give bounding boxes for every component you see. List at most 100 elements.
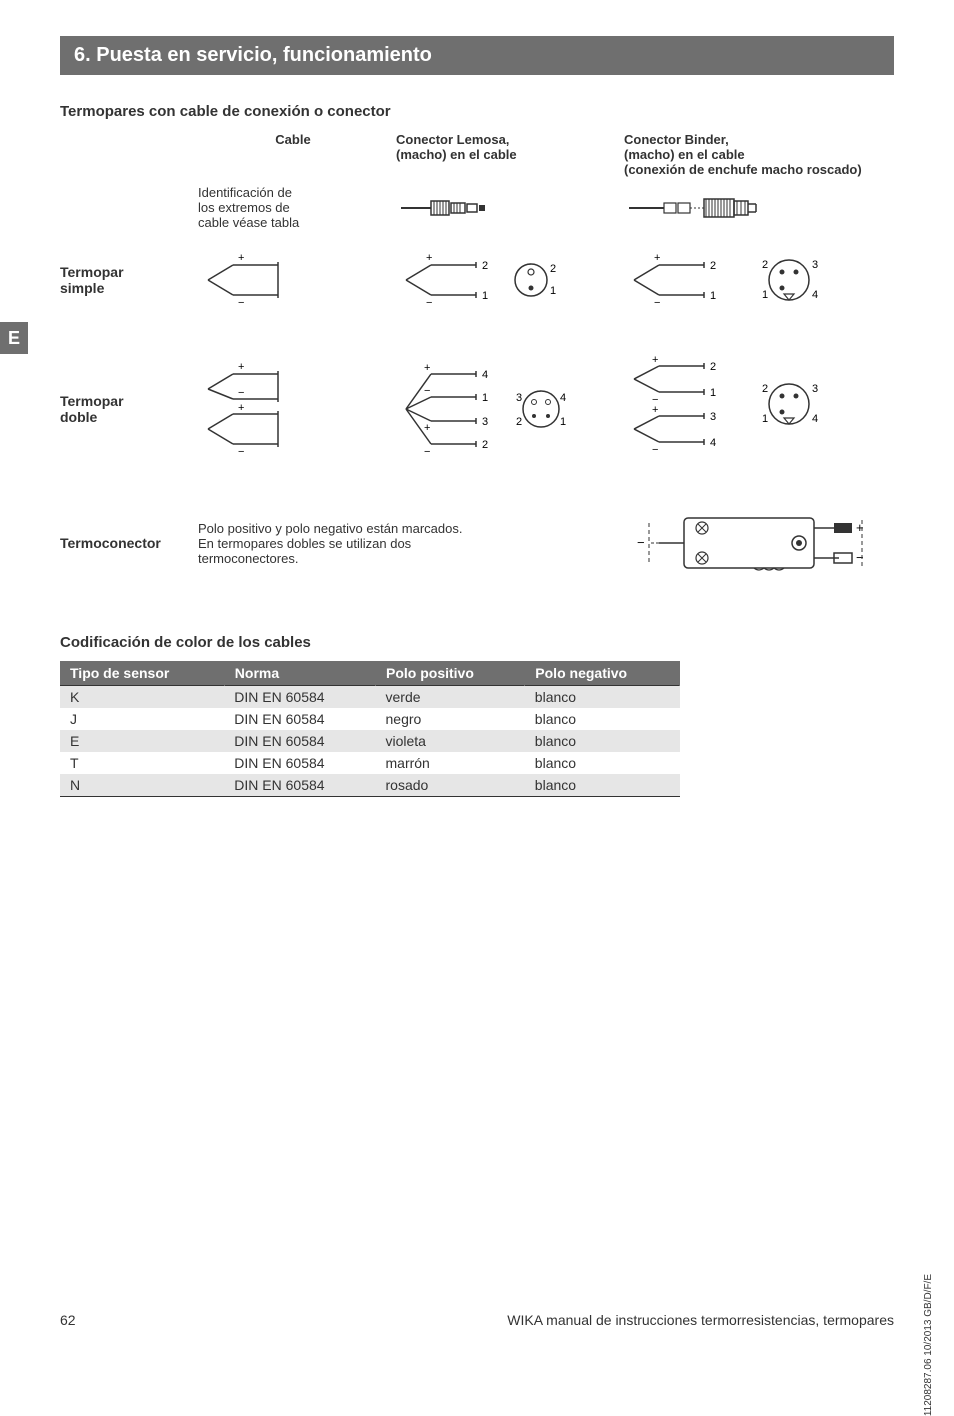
simple-cable-diagram: + − (198, 250, 388, 310)
svg-text:−: − (652, 444, 658, 456)
cell-tipo: T (60, 752, 224, 774)
svg-text:1: 1 (762, 289, 768, 301)
th-tipo: Tipo de sensor (60, 661, 224, 686)
: + − + − 2 1 3 4 2 3 1 4 (624, 354, 894, 464)
cable-note-l2: los extremos de (198, 200, 388, 215)
svg-text:4: 4 (482, 369, 488, 381)
cell-neg: blanco (525, 774, 680, 797)
svg-text:+: + (652, 404, 658, 416)
document-id-side: 11208287.06 10/2013 GB/D/F/E (923, 1274, 934, 1416)
svg-text:2: 2 (482, 439, 488, 451)
svg-text:+: + (238, 402, 244, 414)
cell-pos: marrón (376, 752, 525, 774)
svg-text:−: − (426, 297, 432, 309)
svg-text:1: 1 (710, 387, 716, 399)
svg-text:3: 3 (812, 383, 818, 395)
table-row: EDIN EN 60584violetablanco (60, 730, 680, 752)
th-norma: Norma (224, 661, 375, 686)
simple-lemosa-diagram: + − 2 1 2 1 (396, 250, 616, 310)
svg-text:3: 3 (516, 392, 522, 404)
svg-text:1: 1 (482, 290, 488, 302)
footer-text: WIKA manual de instrucciones termorresis… (507, 1312, 894, 1328)
cell-norma: DIN EN 60584 (224, 686, 375, 709)
doble-lemosa-diagram: + − + − 4 1 3 2 3 4 2 1 (396, 359, 616, 459)
svg-text:2: 2 (550, 263, 556, 275)
svg-text:1: 1 (482, 392, 488, 404)
cell-pos: verde (376, 686, 525, 709)
cell-pos: rosado (376, 774, 525, 797)
table-row: KDIN EN 60584verdeblanco (60, 686, 680, 709)
doble-cable-diagram: + − + − (198, 359, 388, 459)
simple-binder-diagram: + − 2 1 2 3 1 4 (624, 250, 894, 310)
cell-neg: blanco (525, 708, 680, 730)
language-tab-e: E (0, 322, 28, 354)
cell-norma: DIN EN 60584 (224, 774, 375, 797)
header-binder-l1: Conector Binder, (624, 132, 894, 147)
cell-tipo: K (60, 686, 224, 709)
th-neg: Polo negativo (525, 661, 680, 686)
table-row: NDIN EN 60584rosadoblanco (60, 774, 680, 797)
page-number: 62 (60, 1312, 76, 1328)
termo-text-l3: termoconectores. (198, 551, 606, 566)
svg-text:+: + (238, 361, 244, 373)
svg-text:+: + (238, 252, 244, 264)
svg-text:3: 3 (812, 259, 818, 271)
svg-text:4: 4 (710, 437, 716, 449)
row-simple-l2: simple (60, 280, 190, 296)
svg-text:+: + (424, 422, 430, 434)
diagram-area: Cable Conector Lemosa, (macho) en el cab… (60, 132, 894, 578)
row-simple-l1: Termopar (60, 264, 190, 280)
svg-text:1: 1 (550, 285, 556, 297)
header-binder-l3: (conexión de enchufe macho roscado) (624, 162, 894, 177)
svg-text:2: 2 (710, 361, 716, 373)
header-lemosa-l1: Conector Lemosa, (396, 132, 616, 147)
cell-pos: negro (376, 708, 525, 730)
table-row: JDIN EN 60584negroblanco (60, 708, 680, 730)
svg-text:−: − (424, 446, 430, 458)
svg-text:1: 1 (762, 413, 768, 425)
svg-text:2: 2 (710, 260, 716, 272)
header-lemosa-l2: (macho) en el cable (396, 147, 616, 162)
svg-text:−: − (238, 387, 244, 399)
section-title-bar: 6. Puesta en servicio, funcionamiento (60, 36, 894, 75)
cell-norma: DIN EN 60584 (224, 708, 375, 730)
th-pos: Polo positivo (376, 661, 525, 686)
cell-tipo: E (60, 730, 224, 752)
svg-text:1: 1 (560, 416, 566, 428)
svg-text:−: − (238, 297, 244, 309)
cable-note-l3: cable véase tabla (198, 215, 388, 230)
termoconector-diagram: − + − (634, 508, 894, 578)
cell-neg: blanco (525, 752, 680, 774)
svg-text:3: 3 (710, 411, 716, 423)
svg-text:2: 2 (762, 259, 768, 271)
termo-text-l1: Polo positivo y polo negativo están marc… (198, 521, 606, 536)
binder-connector-icon (624, 185, 894, 230)
cell-tipo: J (60, 708, 224, 730)
cell-tipo: N (60, 774, 224, 797)
cell-neg: blanco (525, 686, 680, 709)
color-code-table: Tipo de sensor Norma Polo positivo Polo … (60, 661, 680, 797)
svg-text:4: 4 (560, 392, 566, 404)
row-termoconector: Termoconector (60, 535, 190, 551)
cell-pos: violeta (376, 730, 525, 752)
svg-text:−: − (654, 297, 660, 309)
svg-text:3: 3 (482, 416, 488, 428)
svg-text:2: 2 (482, 260, 488, 272)
svg-text:2: 2 (516, 416, 522, 428)
svg-text:+: + (652, 354, 658, 366)
color-table-heading: Codificación de color de los cables (60, 634, 894, 651)
svg-text:1: 1 (710, 290, 716, 302)
svg-text:+: + (424, 362, 430, 374)
header-cable: Cable (198, 132, 388, 147)
subheading-termopares: Termopares con cable de conexión o conec… (60, 103, 894, 120)
cable-note-l1: Identificación de (198, 185, 388, 200)
lemosa-connector-icon (396, 185, 616, 230)
svg-text:4: 4 (812, 289, 818, 301)
svg-text:4: 4 (812, 413, 818, 425)
cell-norma: DIN EN 60584 (224, 752, 375, 774)
header-binder-l2: (macho) en el cable (624, 147, 894, 162)
cell-norma: DIN EN 60584 (224, 730, 375, 752)
svg-text:−: − (637, 535, 645, 550)
svg-text:+: + (654, 252, 660, 264)
svg-text:−: − (424, 385, 430, 397)
